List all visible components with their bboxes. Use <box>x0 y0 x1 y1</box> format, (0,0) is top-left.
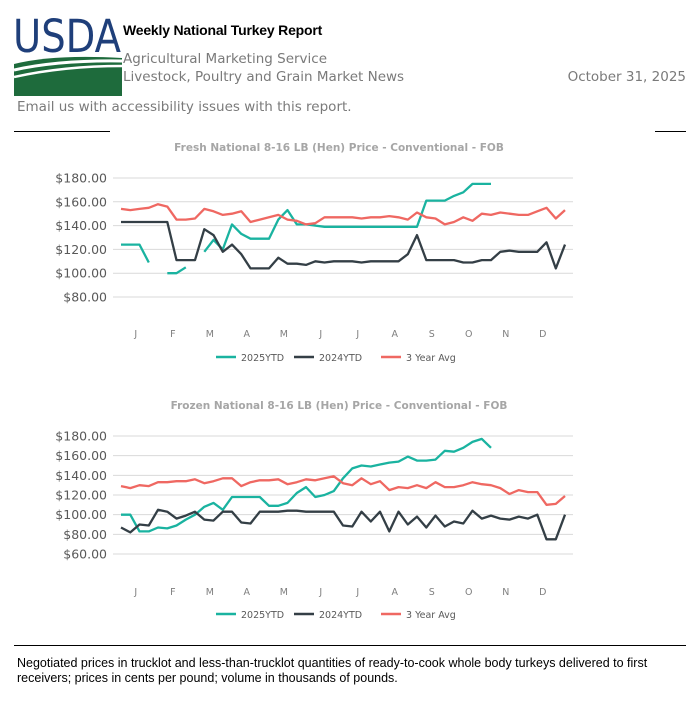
divider <box>14 131 110 132</box>
y-tick-label: $160.00 <box>55 448 107 463</box>
series-line-2024ytd <box>121 220 567 270</box>
x-tick-label: M <box>280 329 288 340</box>
legend-label: 2024YTD <box>319 610 362 621</box>
legend-label: 2025YTD <box>241 610 284 621</box>
x-tick-label: A <box>244 329 251 340</box>
divider <box>655 131 686 132</box>
x-tick-label: J <box>318 329 322 340</box>
y-tick-label: $140.00 <box>55 218 107 233</box>
series-line-2025ytd <box>121 437 492 533</box>
accessibility-email-link[interactable]: Email us with accessibility issues with … <box>17 99 352 115</box>
x-tick-label: J <box>133 587 137 598</box>
x-tick-label: M <box>206 587 214 598</box>
x-tick-label: D <box>539 329 546 340</box>
series-line-2024ytd <box>120 508 567 541</box>
legend-label: 3 Year Avg <box>406 610 456 621</box>
y-tick-label: $180.00 <box>55 429 107 444</box>
chart-title: Fresh National 8-16 LB (Hen) Price - Con… <box>174 142 504 154</box>
y-tick-label: $160.00 <box>55 194 107 209</box>
x-tick-label: N <box>502 329 509 340</box>
x-tick-label: M <box>280 587 288 598</box>
x-tick-label: S <box>429 329 435 340</box>
x-tick-label: F <box>170 587 175 598</box>
report-date: October 31, 2025 <box>567 69 686 85</box>
x-tick-label: A <box>244 587 251 598</box>
legend-label: 2025YTD <box>241 353 284 364</box>
chart-title: Frozen National 8-16 LB (Hen) Price - Co… <box>171 400 508 412</box>
y-tick-label: $80.00 <box>63 290 107 305</box>
x-tick-label: N <box>502 587 509 598</box>
x-tick-label: J <box>133 329 137 340</box>
x-tick-label: J <box>355 587 359 598</box>
footnote: Negotiated prices in trucklot and less-t… <box>17 656 648 685</box>
agency-name: Agricultural Marketing Service <box>123 51 328 67</box>
y-tick-label: $120.00 <box>55 488 107 503</box>
x-tick-label: O <box>465 587 472 598</box>
series-line-3-year-avg <box>120 475 566 506</box>
report-title: Weekly National Turkey Report <box>123 22 323 38</box>
x-tick-label: A <box>392 329 399 340</box>
y-tick-label: $180.00 <box>55 171 107 186</box>
legend-label: 2024YTD <box>319 353 362 364</box>
y-tick-label: $120.00 <box>55 242 107 257</box>
divider <box>14 645 686 646</box>
y-tick-label: $140.00 <box>55 468 107 483</box>
x-tick-label: D <box>539 587 546 598</box>
y-tick-label: $80.00 <box>63 527 107 542</box>
x-tick-label: J <box>355 329 359 340</box>
y-tick-label: $100.00 <box>55 266 107 281</box>
x-tick-label: J <box>318 587 322 598</box>
y-tick-label: $60.00 <box>63 547 107 562</box>
x-tick-label: S <box>429 587 435 598</box>
usda-logo: USDA <box>14 14 122 96</box>
x-tick-label: M <box>206 329 214 340</box>
x-tick-label: O <box>465 329 472 340</box>
series-line-3-year-avg <box>120 203 566 226</box>
division-name: Livestock, Poultry and Grain Market News <box>123 69 405 85</box>
x-tick-label: F <box>170 329 175 340</box>
y-tick-label: $100.00 <box>55 507 107 522</box>
svg-text:USDA: USDA <box>14 14 121 63</box>
legend-label: 3 Year Avg <box>406 353 456 364</box>
x-tick-label: A <box>392 587 399 598</box>
series-line-2025ytd <box>121 182 491 275</box>
